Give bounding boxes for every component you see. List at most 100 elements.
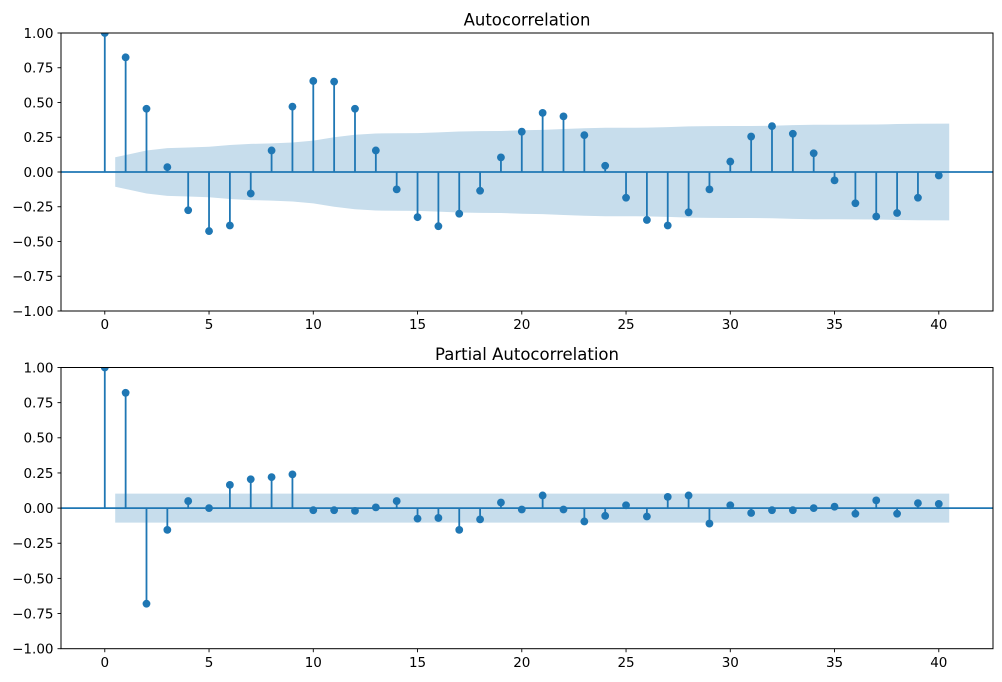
stem-marker [663, 492, 672, 501]
stem-marker [601, 511, 610, 520]
stem-marker [330, 77, 339, 86]
stem-marker [100, 33, 109, 37]
stem-marker [497, 498, 505, 507]
stem-marker [663, 221, 672, 230]
stem-marker [246, 189, 255, 198]
x-tick-label: 40 [930, 655, 947, 671]
stem-marker [392, 497, 401, 505]
x-tick-label: 25 [617, 655, 634, 671]
y-tick-label: −0.75 [12, 606, 53, 622]
stem-marker [768, 122, 776, 131]
stem-marker [559, 505, 568, 514]
x-tick-label: 15 [409, 655, 426, 671]
y-tick-label: −0.25 [12, 536, 53, 552]
acf-plot-area [61, 33, 993, 235]
y-tick-label: −1.00 [12, 304, 53, 320]
stem-marker [205, 227, 213, 235]
y-tick-label: 0.50 [23, 431, 53, 447]
stem-marker [142, 104, 151, 113]
x-tick-label: 30 [722, 317, 739, 333]
stem-marker [205, 504, 213, 512]
acf-title: Autocorrelation [464, 11, 591, 30]
stem-marker [914, 499, 922, 508]
stem-marker [538, 109, 547, 117]
stem-marker [392, 185, 401, 194]
y-tick-label: −0.75 [12, 269, 53, 285]
stem-marker [580, 517, 589, 526]
stem-marker [413, 213, 422, 222]
stem-marker [768, 506, 776, 515]
x-tick-label: 25 [617, 317, 634, 333]
x-tick-label: 20 [513, 655, 530, 671]
stem-marker [497, 153, 505, 162]
stem-marker [163, 163, 172, 172]
stem-marker [914, 193, 922, 202]
stem-marker [726, 501, 735, 510]
stem-marker [851, 509, 860, 518]
x-tick-label: 15 [409, 317, 426, 333]
stem-marker [580, 131, 589, 140]
x-tick-label: 5 [205, 655, 214, 671]
stem-marker [121, 53, 130, 62]
stem-marker [455, 209, 464, 218]
x-tick-label: 35 [826, 317, 843, 333]
y-tick-label: 0.75 [23, 61, 53, 77]
stem-marker [809, 504, 818, 512]
stem-marker [851, 199, 860, 208]
stem-marker [476, 515, 484, 524]
x-tick-label: 10 [305, 655, 322, 671]
y-tick-label: 1.00 [23, 360, 53, 376]
stem-marker [225, 481, 234, 489]
stem-marker [747, 509, 756, 517]
stem-marker [413, 514, 422, 523]
x-tick-label: 30 [722, 655, 739, 671]
stem-marker [934, 171, 943, 180]
stem-marker [788, 129, 797, 138]
y-tick-label: 0.50 [23, 95, 53, 111]
stem-marker [225, 221, 234, 230]
stem-marker [476, 186, 484, 195]
stem-marker [830, 176, 839, 185]
stem-marker [893, 209, 901, 217]
stem-marker [726, 157, 735, 166]
y-tick-label: 0.00 [23, 501, 53, 517]
stem-marker [288, 470, 297, 479]
pacf-plot-area [61, 367, 993, 608]
stem-marker [622, 501, 630, 510]
stem-marker [642, 512, 651, 521]
stem-marker [309, 77, 318, 85]
stem-marker [351, 104, 359, 113]
stem-marker [142, 599, 151, 608]
y-tick-label: −1.00 [12, 642, 53, 658]
stem-marker [434, 514, 443, 522]
pacf-title: Partial Autocorrelation [435, 345, 619, 364]
stem-marker [705, 185, 714, 194]
x-tick-label: 10 [305, 317, 322, 333]
stem-marker [351, 507, 359, 515]
stem-marker [747, 132, 756, 141]
stem-marker [872, 212, 881, 221]
stem-marker [622, 193, 630, 202]
stem-marker [893, 509, 901, 518]
stem-marker [517, 505, 526, 514]
x-tick-label: 0 [100, 317, 109, 333]
stem-marker [371, 503, 380, 512]
stem-marker [434, 222, 443, 231]
stem-marker [184, 497, 193, 505]
stem-marker [642, 216, 651, 224]
stem-marker [809, 149, 818, 158]
stem-marker [872, 496, 881, 505]
stem-marker [601, 161, 610, 170]
y-tick-label: 0.00 [23, 165, 53, 181]
stem-marker [163, 525, 172, 534]
stem-marker [684, 491, 693, 500]
x-tick-label: 40 [930, 317, 947, 333]
stem-marker [267, 473, 276, 482]
y-tick-label: −0.50 [12, 234, 53, 250]
stem-marker [246, 475, 255, 484]
stem-marker [121, 388, 130, 397]
stem-marker [371, 146, 380, 155]
x-tick-label: 35 [826, 655, 843, 671]
stem-marker [788, 506, 797, 515]
